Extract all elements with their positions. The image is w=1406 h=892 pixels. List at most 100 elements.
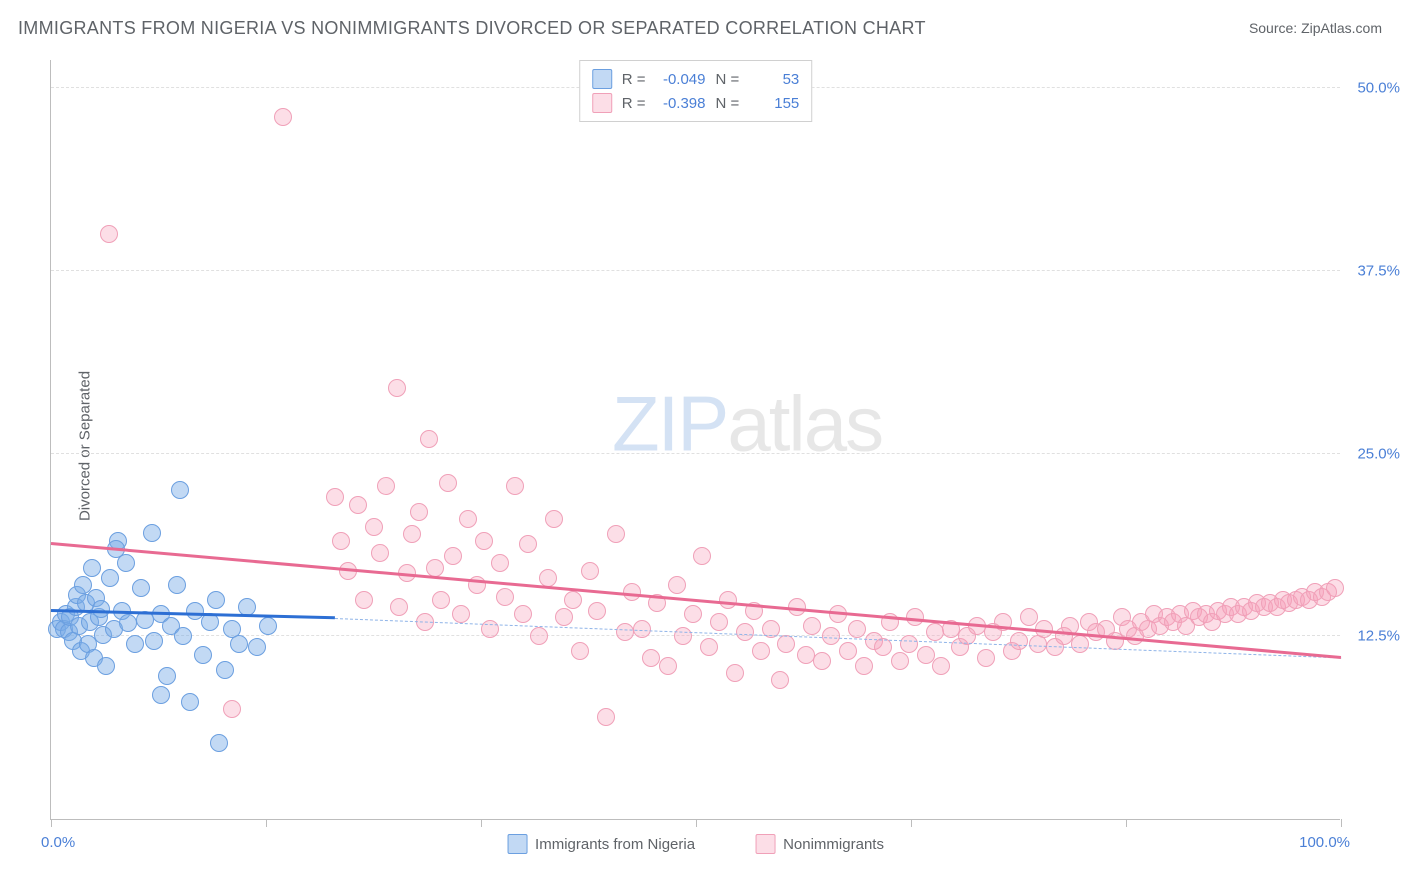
scatter-point (571, 642, 589, 660)
scatter-point (332, 532, 350, 550)
scatter-point (145, 632, 163, 650)
x-axis-max-label: 100.0% (1299, 834, 1350, 851)
scatter-point (855, 657, 873, 675)
scatter-point (719, 591, 737, 609)
scatter-point (475, 532, 493, 550)
scatter-point (426, 559, 444, 577)
scatter-point (530, 627, 548, 645)
source-label: Source: ZipAtlas.com (1249, 20, 1382, 36)
stats-legend-box: R = -0.049 N = 53 R = -0.398 N = 155 (579, 60, 813, 122)
scatter-point (668, 576, 686, 594)
scatter-point (519, 535, 537, 553)
swatch-series0-icon (592, 69, 612, 89)
scatter-point (100, 225, 118, 243)
r-value-series1: -0.398 (656, 95, 706, 112)
scatter-point (349, 496, 367, 514)
x-tick (481, 819, 482, 827)
scatter-point (607, 525, 625, 543)
scatter-point (459, 510, 477, 528)
scatter-point (659, 657, 677, 675)
scatter-point (92, 600, 110, 618)
x-tick (266, 819, 267, 827)
scatter-point (771, 671, 789, 689)
legend-label-series0: Immigrants from Nigeria (535, 836, 695, 853)
scatter-point (491, 554, 509, 572)
scatter-point (813, 652, 831, 670)
scatter-point (248, 638, 266, 656)
watermark-atlas: atlas (727, 379, 882, 470)
x-tick (696, 819, 697, 827)
scatter-point (174, 627, 192, 645)
scatter-point (481, 620, 499, 638)
scatter-point (977, 649, 995, 667)
scatter-point (171, 481, 189, 499)
n-value-series1: 155 (749, 95, 799, 112)
legend-swatch0-icon (507, 834, 527, 854)
r-value-series0: -0.049 (656, 71, 706, 88)
scatter-point (420, 430, 438, 448)
x-axis-min-label: 0.0% (41, 834, 75, 851)
gridline (51, 270, 1340, 271)
scatter-point (210, 734, 228, 752)
scatter-point (848, 620, 866, 638)
x-tick (1126, 819, 1127, 827)
scatter-point (432, 591, 450, 609)
scatter-point (1326, 579, 1344, 597)
scatter-point (152, 686, 170, 704)
scatter-point (1071, 635, 1089, 653)
scatter-point (642, 649, 660, 667)
scatter-point (259, 617, 277, 635)
scatter-point (158, 667, 176, 685)
scatter-point (194, 646, 212, 664)
scatter-point (839, 642, 857, 660)
scatter-point (506, 477, 524, 495)
scatter-point (365, 518, 383, 536)
scatter-point (752, 642, 770, 660)
scatter-point (452, 605, 470, 623)
scatter-point (410, 503, 428, 521)
watermark: ZIPatlas (612, 379, 882, 470)
scatter-point (777, 635, 795, 653)
scatter-point (674, 627, 692, 645)
scatter-point (168, 576, 186, 594)
scatter-point (230, 635, 248, 653)
scatter-point (496, 588, 514, 606)
scatter-point (932, 657, 950, 675)
scatter-point (1020, 608, 1038, 626)
scatter-point (223, 700, 241, 718)
scatter-point (439, 474, 457, 492)
scatter-point (119, 614, 137, 632)
scatter-point (377, 477, 395, 495)
scatter-point (539, 569, 557, 587)
n-value-series0: 53 (749, 71, 799, 88)
scatter-point (388, 379, 406, 397)
y-tick-label: 12.5% (1357, 628, 1400, 645)
scatter-point (736, 623, 754, 641)
chart-plot-area: ZIPatlas R = -0.049 N = 53 R = -0.398 N … (50, 60, 1340, 820)
scatter-point (700, 638, 718, 656)
scatter-point (117, 554, 135, 572)
scatter-point (444, 547, 462, 565)
scatter-point (274, 108, 292, 126)
scatter-point (326, 488, 344, 506)
legend-item-series1: Nonimmigrants (755, 834, 884, 854)
watermark-zip: ZIP (612, 379, 727, 470)
n-label: N = (716, 71, 740, 88)
scatter-point (390, 598, 408, 616)
legend-swatch1-icon (755, 834, 775, 854)
scatter-point (726, 664, 744, 682)
y-tick-label: 50.0% (1357, 80, 1400, 97)
chart-title: IMMIGRANTS FROM NIGERIA VS NONIMMIGRANTS… (18, 18, 926, 39)
scatter-point (371, 544, 389, 562)
scatter-point (564, 591, 582, 609)
scatter-point (143, 524, 161, 542)
scatter-point (616, 623, 634, 641)
swatch-series1-icon (592, 93, 612, 113)
scatter-point (97, 657, 115, 675)
scatter-point (126, 635, 144, 653)
n-label: N = (716, 95, 740, 112)
scatter-point (693, 547, 711, 565)
legend-bottom: Immigrants from Nigeria Nonimmigrants (507, 834, 884, 854)
y-tick-label: 37.5% (1357, 262, 1400, 279)
r-label: R = (622, 71, 646, 88)
